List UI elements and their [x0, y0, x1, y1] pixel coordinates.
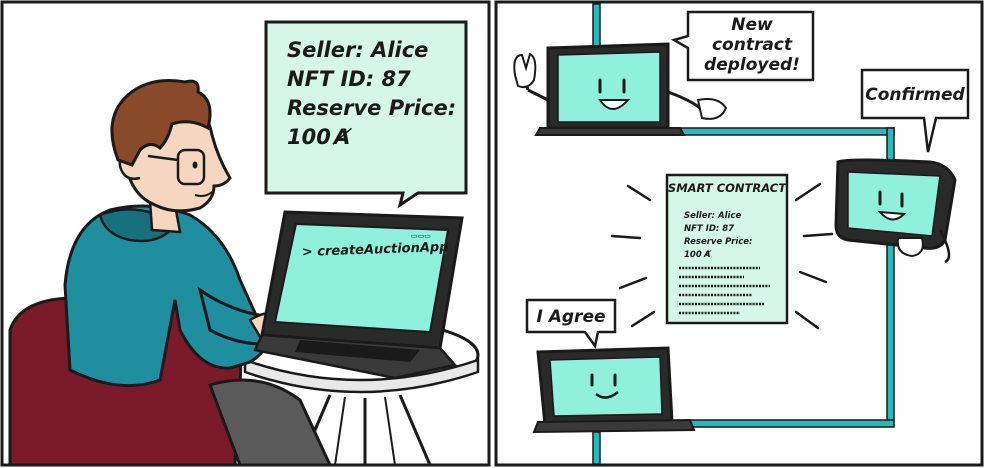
hair	[110, 79, 212, 167]
right-tablet-character	[834, 158, 957, 264]
glasses-icon	[147, 148, 206, 186]
battery-icon: ▭▭▭	[411, 232, 431, 240]
bubble-price-value: 100	[287, 125, 331, 149]
bubble-reserve-price: Reserve Price:	[287, 96, 456, 120]
contract-price-value: 100	[684, 250, 702, 260]
bubble-seller: Seller: Alice	[287, 38, 428, 62]
contract-algo-icon: Ⱥ	[703, 249, 712, 260]
burst-lines	[610, 182, 834, 330]
left-panel: ▭▭▭ > createAuctionApp Seller: Alice NFT…	[0, 0, 491, 467]
bottom-laptop-character	[532, 346, 696, 434]
top-laptop-character	[513, 42, 728, 136]
seller-speech-bubble: Seller: Alice NFT ID: 87 Reserve Price: …	[264, 20, 468, 209]
confirmed-speech-bubble: Confirmed	[860, 68, 970, 153]
terminal-command: > createAuctionApp	[302, 240, 449, 260]
deployed-speech-bubble: New contract deployed!	[670, 10, 815, 82]
laptop-screen	[273, 222, 450, 334]
right-panel: New contract deployed! Confirmed SMART C…	[494, 0, 984, 467]
laptop: ▭▭▭ > createAuctionApp	[253, 210, 464, 380]
contract-seller: Seller: Alice	[684, 211, 741, 221]
contract-title: SMART CONTRACT	[668, 181, 787, 195]
algo-currency-icon: Ⱥ	[332, 125, 352, 149]
agree-text: I Agree	[536, 307, 605, 327]
bubble-nft-id: NFT ID: 87	[287, 67, 411, 91]
agree-speech-bubble: I Agree	[525, 298, 617, 350]
contract-scribble-lines	[679, 266, 770, 315]
contract-reserve-price: Reserve Price:	[684, 237, 752, 247]
confirmed-text: Confirmed	[865, 85, 965, 105]
deployed-line-1: New	[731, 15, 773, 35]
deployed-line-3: deployed!	[704, 55, 800, 75]
contract-nft-id: NFT ID: 87	[684, 224, 734, 234]
deployed-line-2: contract	[712, 35, 793, 55]
smart-contract-document: SMART CONTRACT Seller: Alice NFT ID: 87 …	[610, 173, 834, 330]
wave-hand-icon	[513, 52, 537, 89]
